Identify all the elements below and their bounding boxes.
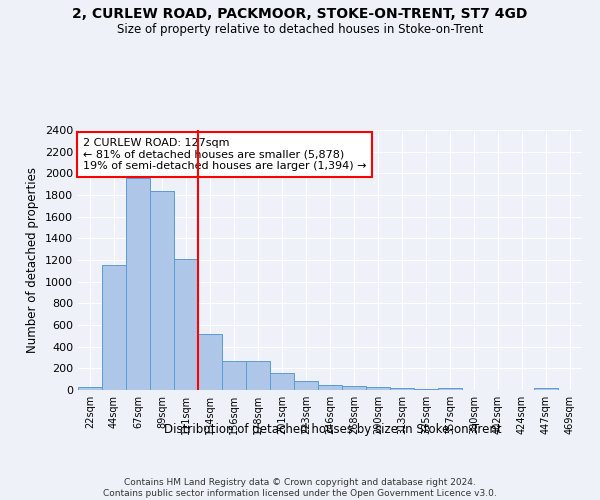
Bar <box>294 382 318 390</box>
Bar <box>366 388 390 390</box>
Bar <box>270 373 294 390</box>
Bar <box>414 388 438 390</box>
Bar <box>102 266 126 390</box>
Text: Size of property relative to detached houses in Stoke-on-Trent: Size of property relative to detached ho… <box>117 22 483 36</box>
Text: 2, CURLEW ROAD, PACKMOOR, STOKE-ON-TRENT, ST7 4GD: 2, CURLEW ROAD, PACKMOOR, STOKE-ON-TRENT… <box>73 8 527 22</box>
Bar <box>198 334 222 390</box>
Bar <box>222 362 246 390</box>
Bar <box>126 178 150 390</box>
Text: Distribution of detached houses by size in Stoke-on-Trent: Distribution of detached houses by size … <box>164 422 502 436</box>
Bar <box>174 259 198 390</box>
Bar <box>246 362 270 390</box>
Bar <box>438 388 462 390</box>
Bar <box>390 388 414 390</box>
Text: Contains HM Land Registry data © Crown copyright and database right 2024.
Contai: Contains HM Land Registry data © Crown c… <box>103 478 497 498</box>
Bar <box>534 388 558 390</box>
Bar <box>342 386 366 390</box>
Y-axis label: Number of detached properties: Number of detached properties <box>26 167 40 353</box>
Bar <box>318 385 342 390</box>
Bar <box>78 387 102 390</box>
Text: 2 CURLEW ROAD: 127sqm
← 81% of detached houses are smaller (5,878)
19% of semi-d: 2 CURLEW ROAD: 127sqm ← 81% of detached … <box>83 138 367 171</box>
Bar <box>150 190 174 390</box>
